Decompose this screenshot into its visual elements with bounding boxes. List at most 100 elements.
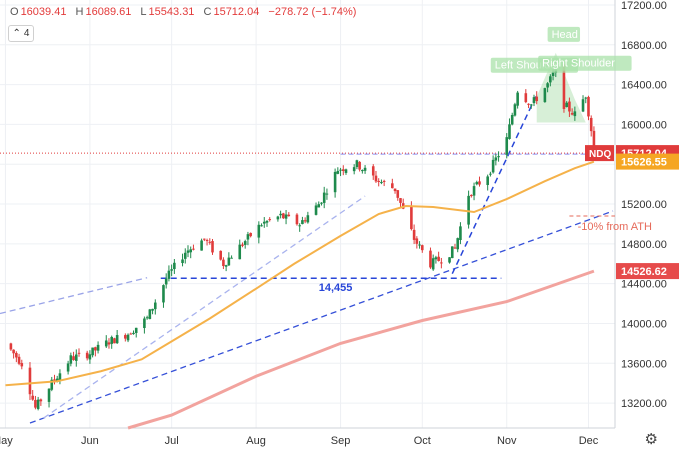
candle-body xyxy=(134,327,138,333)
candle-body xyxy=(489,173,492,175)
price-label-0: 15626.55 xyxy=(621,157,667,169)
price-label-0-bg xyxy=(616,153,679,170)
y-tick-label: 17200.00 xyxy=(621,0,667,12)
x-tick-label: Jun xyxy=(81,435,99,447)
candle-body xyxy=(456,238,460,250)
candle-body xyxy=(358,161,361,170)
gear-icon[interactable]: ⚙ xyxy=(644,431,658,448)
candle-body xyxy=(295,214,299,225)
y-tick-label: 16400.00 xyxy=(621,80,667,92)
candle-body xyxy=(88,354,92,360)
candle-body xyxy=(581,99,585,112)
candle-body xyxy=(527,103,530,105)
candle-body xyxy=(262,221,266,224)
candle-body xyxy=(355,160,359,168)
candle-body xyxy=(36,399,40,409)
rally-trendline xyxy=(451,94,538,275)
low-value: 15543.31 xyxy=(148,6,195,18)
candle-body xyxy=(113,338,116,344)
candle-body xyxy=(352,167,356,172)
price-label-1: 14526.62 xyxy=(621,266,667,278)
candle-body xyxy=(47,388,51,402)
candle-body xyxy=(429,250,432,268)
candle-body xyxy=(91,347,94,356)
candle-body xyxy=(50,379,54,390)
candle-body xyxy=(124,335,127,339)
candle-body xyxy=(265,220,269,223)
candle-body xyxy=(69,355,73,364)
candle-body xyxy=(516,92,519,106)
y-tick-label: 14000.00 xyxy=(621,318,667,330)
indicator-count: 4 xyxy=(23,28,30,39)
candle-body xyxy=(431,258,435,270)
right-shoulder-label-bg xyxy=(538,55,632,71)
candle-body xyxy=(246,234,250,240)
candle-body xyxy=(382,180,386,182)
candle-body xyxy=(399,198,402,203)
candle-body xyxy=(393,188,397,192)
candle-body xyxy=(584,97,588,99)
candle-body xyxy=(104,340,108,347)
candle-body xyxy=(148,309,152,319)
y-tick-label: 13200.00 xyxy=(621,398,667,410)
candle-body xyxy=(448,257,451,263)
candle-body xyxy=(391,183,394,189)
candle-body xyxy=(203,238,206,240)
candle-body xyxy=(587,96,590,117)
candle-body xyxy=(491,159,495,173)
current-price-label-symbol-bg xyxy=(585,145,614,162)
right-shoulder-label: Right Shoulder xyxy=(542,58,615,70)
candle-body xyxy=(374,175,378,182)
candle-body xyxy=(415,238,419,244)
candle-body xyxy=(339,169,342,171)
candle-body xyxy=(508,124,511,139)
candle-body xyxy=(529,104,533,106)
candle-body xyxy=(15,352,18,358)
candle-body xyxy=(205,240,209,242)
candle-body xyxy=(230,257,233,259)
candle-body xyxy=(58,373,62,381)
x-tick-label: Jul xyxy=(165,435,179,447)
candle-body xyxy=(470,195,473,197)
candle-body xyxy=(9,343,13,350)
candle-body xyxy=(151,308,154,311)
candle-body xyxy=(568,101,571,112)
candle-body xyxy=(129,333,133,335)
current-price-label-symbol: NDQ xyxy=(589,149,611,160)
candle-body xyxy=(363,167,367,171)
candle-body xyxy=(77,352,81,354)
candle-body xyxy=(317,204,321,208)
candle-body xyxy=(257,224,261,238)
indicator-toggle-button[interactable]: ⌃ 4 xyxy=(8,25,34,42)
candle-body xyxy=(562,64,566,109)
candle-body xyxy=(565,102,568,108)
candle-body xyxy=(573,111,577,117)
candle-body xyxy=(224,265,228,267)
candle-body xyxy=(115,335,119,344)
candle-body xyxy=(208,241,212,243)
candle-body xyxy=(249,232,252,237)
candle-body xyxy=(494,157,498,161)
price-label-1-bg xyxy=(616,263,679,280)
chevron-up-icon: ⌃ xyxy=(12,28,21,39)
y-tick-label: 13600.00 xyxy=(621,358,667,370)
candle-body xyxy=(17,356,21,364)
open-label: O xyxy=(10,6,19,18)
head-label-bg xyxy=(547,26,581,42)
candle-body xyxy=(227,257,231,266)
candle-body xyxy=(66,363,70,372)
candle-body xyxy=(145,317,149,319)
candle-body xyxy=(475,182,479,185)
candle-body xyxy=(284,214,288,219)
candle-body xyxy=(20,363,24,367)
candle-body xyxy=(164,278,168,285)
candle-body xyxy=(34,399,37,408)
candle-body xyxy=(570,113,574,115)
candle-body xyxy=(162,285,165,303)
open-value: 16039.41 xyxy=(20,6,67,18)
candle-body xyxy=(535,96,539,102)
candle-body xyxy=(189,249,193,253)
candle-body xyxy=(107,342,111,345)
candle-body xyxy=(532,97,536,104)
